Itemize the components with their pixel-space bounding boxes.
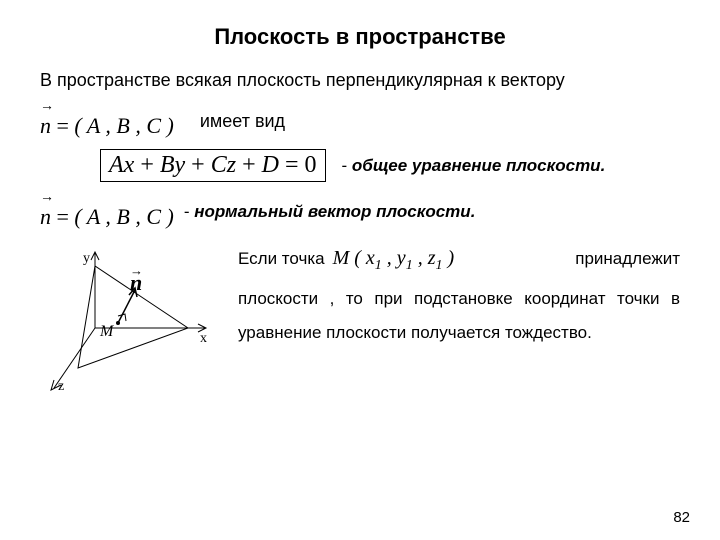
page-title: Плоскость в пространстве — [40, 24, 680, 50]
arrow-over-icon-2: → — [40, 190, 54, 206]
belongs-text: принадлежит — [575, 242, 680, 276]
para-first-line: Если точка M ( x1 , y1 , z1 ) принадлежи… — [238, 238, 680, 280]
normal-vector-description: - нормальный вектор плоскости. — [184, 202, 476, 222]
paragraph: Если точка M ( x1 , y1 , z1 ) принадлежи… — [238, 238, 680, 350]
eq-desc-prefix: - — [342, 156, 352, 175]
normal-vector-row: → n = ( A , B , C ) - нормальный вектор … — [40, 194, 680, 230]
plane-diagram: y x z M → n — [40, 238, 220, 393]
n-components: ( A , B , C ) — [74, 113, 173, 138]
has-look-text: имеет вид — [200, 111, 285, 132]
eq-Ax: Ax — [109, 152, 134, 178]
eq-desc-suffix: . — [601, 156, 606, 175]
x-axis-label: x — [200, 331, 207, 346]
content-row: y x z M → n Если точка M ( x1 , y1 , z1 … — [40, 238, 680, 393]
normal-desc-prefix: - — [184, 202, 194, 221]
vector-n-formula: → n = ( A , B , C ) — [40, 103, 174, 139]
equation-description: - общее уравнение плоскости. — [342, 156, 606, 176]
eq-By: By — [160, 152, 185, 178]
intro-text: В пространстве всякая плоскость перпенди… — [40, 70, 680, 91]
z-axis-label: z — [58, 379, 64, 393]
equation-row: Ax + By + Cz + D = 0 - общее уравнение п… — [100, 149, 680, 182]
plane-equation-box: Ax + By + Cz + D = 0 — [100, 149, 326, 182]
vector-n-row-1: → n = ( A , B , C ) имеет вид — [40, 103, 680, 139]
m-label: M — [99, 323, 115, 340]
y-axis-label: y — [83, 251, 90, 266]
eq-D: D — [262, 152, 279, 178]
para-rest-text: плоскости , то при подстановке координат… — [238, 282, 680, 350]
n-var-2: n — [40, 204, 51, 229]
eq-sign: = — [57, 113, 75, 138]
eq-desc-bold: общее уравнение плоскости — [352, 156, 601, 175]
point-m-formula: M ( x1 , y1 , z1 ) — [333, 238, 455, 280]
arrow-over-icon: → — [40, 99, 54, 115]
n-components-2: ( A , B , C ) — [74, 204, 173, 229]
n-var: n — [40, 113, 51, 138]
if-point-text: Если точка — [238, 242, 325, 276]
eq-Cz: Cz — [211, 152, 236, 178]
page-number: 82 — [673, 509, 690, 526]
vector-n-formula-2: → n = ( A , B , C ) — [40, 194, 174, 230]
n-label: n — [130, 270, 142, 295]
normal-desc-bold: нормальный вектор плоскости — [194, 202, 470, 221]
normal-desc-suffix: . — [471, 202, 476, 221]
